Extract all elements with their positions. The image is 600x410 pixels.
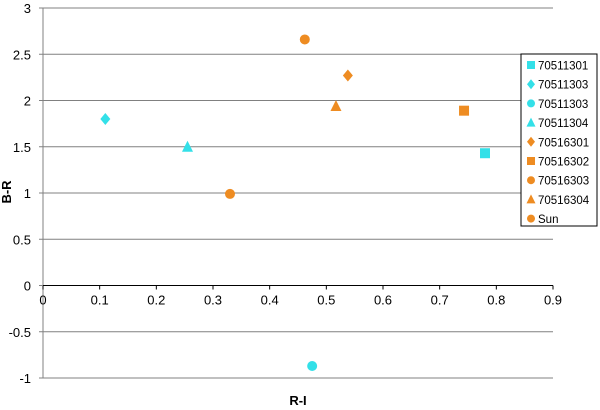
data-point-circle-8 xyxy=(225,188,235,199)
y-tick-label: 1 xyxy=(24,186,31,201)
legend-label-7: 70516304 xyxy=(538,195,590,207)
x-tick-label: 0.6 xyxy=(374,293,392,308)
y-tick-label: -0.5 xyxy=(9,325,31,340)
legend-label-6: 70516303 xyxy=(538,176,589,188)
legend-marker-8 xyxy=(527,214,535,223)
legend-marker-4 xyxy=(527,136,535,147)
data-point-diamond-4 xyxy=(342,69,353,82)
x-tick-label: 0.7 xyxy=(431,293,449,308)
x-axis-title: R-I xyxy=(289,393,306,408)
legend: 70511301 70511303 70511303 70511304 70516301… xyxy=(520,53,598,227)
x-tick-label: 0 xyxy=(39,293,46,308)
legend-marker-3 xyxy=(526,117,536,127)
data-point-triangle-3 xyxy=(182,140,193,152)
x-tick-label: 0.3 xyxy=(204,293,222,308)
x-tick-label: 0.1 xyxy=(91,293,109,308)
axes xyxy=(39,7,554,379)
legend-marker-5 xyxy=(527,157,535,165)
y-tick-label: 2 xyxy=(24,94,31,109)
legend-label-2: 70511303 xyxy=(538,99,588,111)
legend-label-1: 70511303 xyxy=(538,80,588,92)
y-tick-label: -1 xyxy=(19,371,31,386)
grid-lines xyxy=(43,7,553,379)
x-tick-label: 0.5 xyxy=(317,293,335,308)
y-tick-label: 1.5 xyxy=(13,140,31,155)
x-tick-label: 0.8 xyxy=(487,293,505,308)
data-point-square-5 xyxy=(459,105,470,116)
y-tick-label: 2.5 xyxy=(13,47,31,62)
legend-label-5: 70516302 xyxy=(538,157,589,169)
x-tick-label: 0.9 xyxy=(544,293,562,308)
legend-marker-0 xyxy=(527,61,535,69)
y-tick-label: 0.5 xyxy=(13,232,31,247)
y-tick-labels: -1 -0.5 0 0.5 1 1.5 2 2.5 3 xyxy=(9,1,31,386)
legend-label-0: 70511301 xyxy=(538,61,588,73)
legend-marker-7 xyxy=(526,194,536,204)
data-points xyxy=(100,34,490,371)
legend-label-4: 70516301 xyxy=(538,137,589,149)
data-point-square-0 xyxy=(480,148,490,159)
data-point-circle-6 xyxy=(299,34,310,45)
data-point-triangle-7 xyxy=(330,100,342,112)
data-point-diamond-1 xyxy=(100,113,111,125)
legend-marker-6 xyxy=(527,176,535,185)
legend-label-3: 70511304 xyxy=(538,118,589,130)
legend-marker-1 xyxy=(527,79,535,90)
x-tick-label: 0.4 xyxy=(261,293,279,308)
x-tick-label: 0.2 xyxy=(147,293,165,308)
y-tick-label: 0 xyxy=(24,279,31,294)
data-point-circle-2 xyxy=(307,360,318,371)
legend-label-8: Sun xyxy=(538,214,558,226)
y-axis-title: B-R xyxy=(0,180,14,204)
x-tick-labels: 0 0.1 0.2 0.3 0.4 0.5 0.6 0.7 0.8 0.9 xyxy=(39,293,562,308)
legend-marker-2 xyxy=(527,99,535,108)
y-tick-label: 3 xyxy=(24,1,31,16)
